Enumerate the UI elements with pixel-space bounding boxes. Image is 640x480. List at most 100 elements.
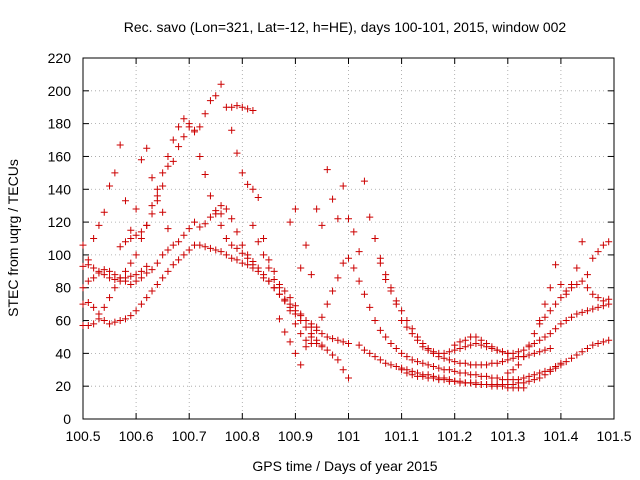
data-point [445,348,453,356]
data-point [132,251,140,259]
data-point [589,290,597,298]
data-point [557,280,565,288]
data-point [275,290,283,298]
data-point [583,271,591,279]
y-tick-label: 200 [48,83,72,99]
data-point [249,107,257,115]
data-point [164,162,172,170]
data-point [334,274,342,282]
data-point [217,221,225,229]
data-point [398,349,406,357]
data-point [180,115,188,123]
data-point [127,272,135,280]
data-point [568,354,576,362]
data-point [408,371,416,379]
data-point [376,356,384,364]
data-point [244,251,252,259]
x-tick-label: 100.8 [225,428,260,444]
data-point [472,371,480,379]
series-arc-20 [536,238,613,325]
data-point [435,364,443,372]
data-point [429,348,437,356]
data-point [360,290,368,298]
data-point [132,271,140,279]
data-point [594,303,602,311]
chart-title: Rec. savo (Lon=321, Lat=-12, h=HE), days… [124,19,567,35]
data-point [143,294,151,302]
data-point [339,259,347,267]
data-point [228,254,236,262]
data-point [291,205,299,213]
data-point [127,280,135,288]
data-point [84,298,92,306]
data-point [599,338,607,346]
data-point [339,338,347,346]
data-point [196,123,204,131]
data-point [153,280,161,288]
data-point [318,343,326,351]
data-point [106,274,114,282]
grid-lines [83,58,614,419]
data-point [578,277,586,285]
data-point [536,374,544,382]
data-point [339,366,347,374]
data-point [594,248,602,256]
data-point [509,366,517,374]
data-point [249,257,257,265]
data-point [286,307,294,315]
data-point [233,228,241,236]
data-point [291,310,299,318]
data-point [84,321,92,329]
data-point [313,323,321,331]
y-tick-label: 80 [55,280,71,296]
data-point [382,276,390,284]
data-point [116,277,124,285]
data-point [589,341,597,349]
data-point [143,262,151,270]
data-point [461,336,469,344]
data-point [483,372,491,380]
data-point [371,353,379,361]
data-point [169,157,177,165]
data-point [398,366,406,374]
data-point [196,241,204,249]
data-point [451,358,459,366]
data-point [180,251,188,259]
data-point [286,338,294,346]
data-point [345,340,352,348]
data-point [366,213,374,221]
data-point [169,261,177,269]
data-point [461,359,469,367]
data-point [254,193,262,201]
data-point [159,274,167,282]
data-point [520,346,528,354]
data-point [323,346,331,354]
data-point [206,192,214,200]
data-point [408,325,416,333]
data-point [552,325,560,333]
data-point [557,361,565,369]
data-point [291,302,299,310]
data-point [578,348,586,356]
data-point [371,317,379,325]
data-point [334,215,342,223]
data-point [583,307,591,315]
data-point [100,317,108,325]
data-point [159,182,167,190]
data-point [286,218,294,226]
data-point [121,197,129,205]
data-point [121,238,129,246]
data-point [164,246,172,254]
data-point [175,123,183,131]
data-point [297,330,305,338]
data-point [238,103,246,111]
data-point [275,284,283,292]
data-point [408,356,416,364]
data-point [121,267,129,275]
data-point [132,231,140,239]
data-point [504,369,512,377]
data-point [525,341,533,349]
data-point [185,225,193,233]
y-tick-label: 140 [48,181,72,197]
